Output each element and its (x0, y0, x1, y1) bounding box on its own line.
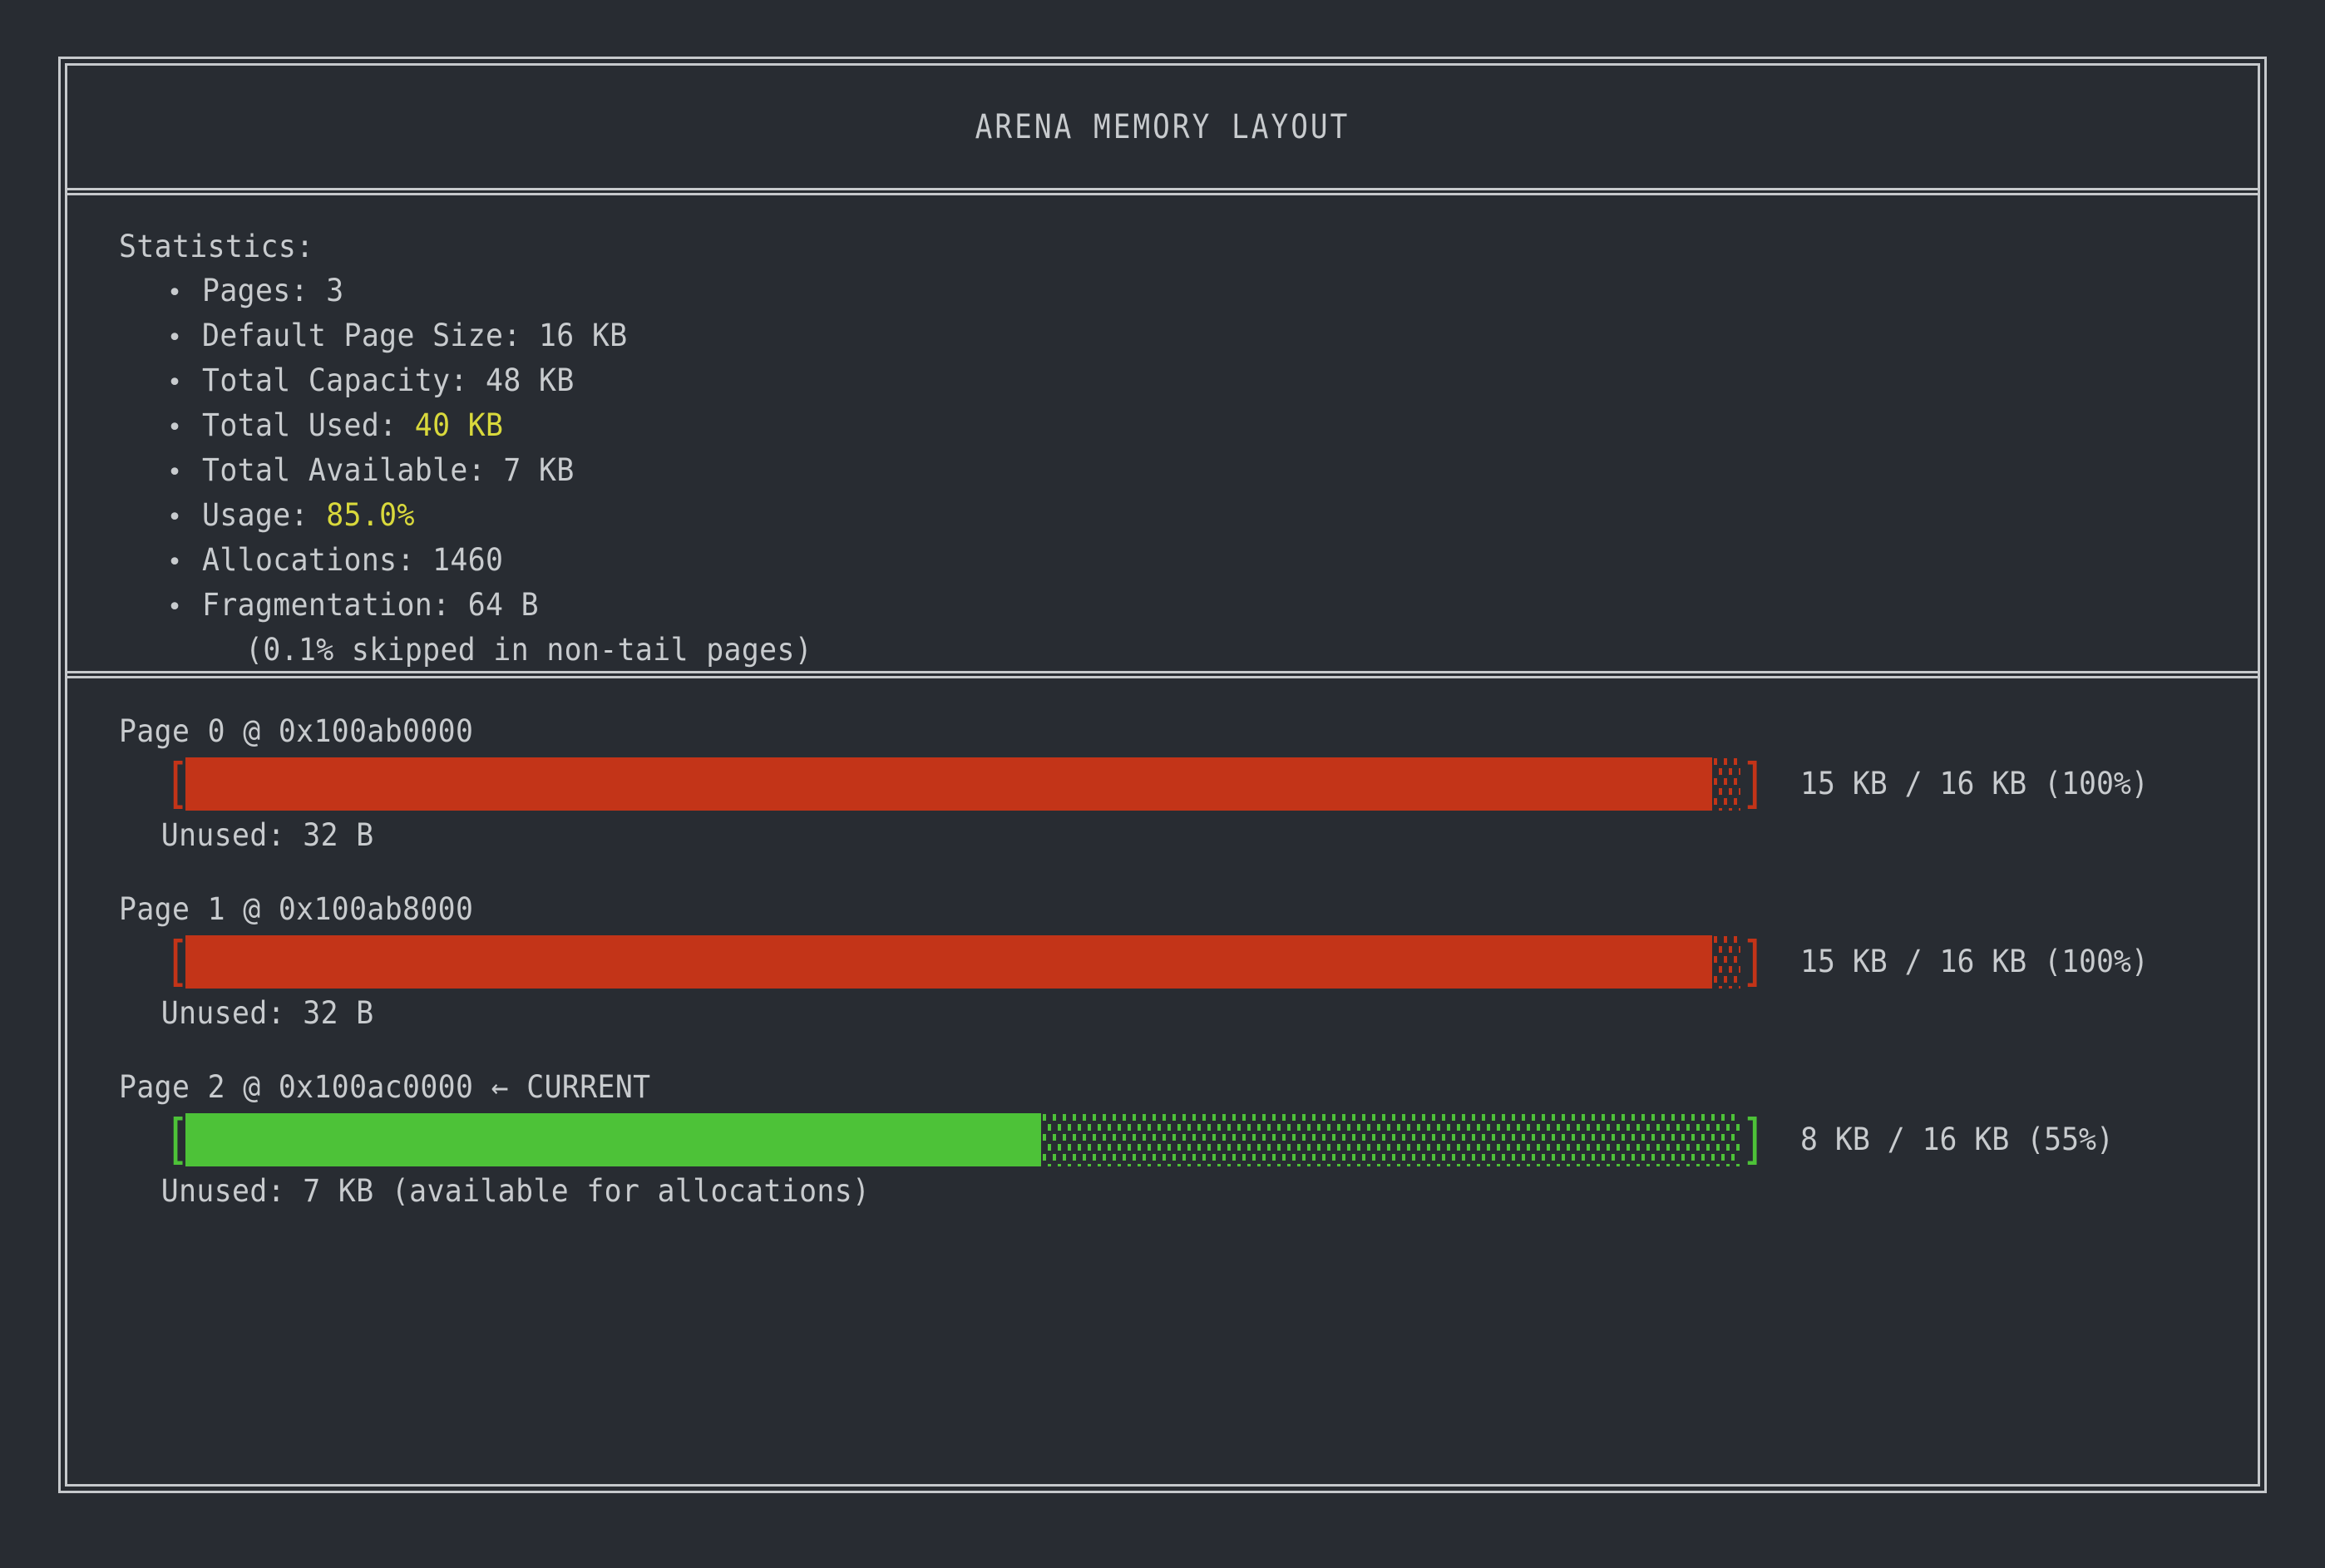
statistic-text: Usage: 85.0% (202, 494, 415, 536)
page-usage-bar (185, 757, 1740, 811)
page-usage-stats: 15 KB / 16 KB (100%) (1800, 944, 2149, 979)
arena-layout-frame: ARENA MEMORY LAYOUT Statistics: • Pages: … (58, 57, 2267, 1493)
page-header: Page 0 @ 0x100ab0000 (119, 713, 474, 749)
statistics-heading: Statistics: (119, 229, 314, 264)
statistic-text: Total Used: 40 KB (202, 404, 503, 446)
page-block: Page 1 @ 0x100ab8000[] 15 KB / 16 KB (100… (119, 888, 2258, 1034)
statistics-list: • Pages: 3 • Default Page Size: 16 KB • Total… (119, 269, 2258, 671)
page-usage-bar (185, 935, 1740, 989)
statistic-value: 85.0% (326, 497, 415, 533)
statistic-text: Default Page Size: 16 KB (202, 314, 628, 357)
page-block: Page 2 @ 0x100ac0000 ← CURRENT[] 8 KB / 1… (119, 1066, 2258, 1212)
title-band: ARENA MEMORY LAYOUT (67, 66, 2258, 195)
bar-close-bracket: ] (1740, 752, 1767, 816)
pages-band: Page 0 @ 0x100ab0000[] 15 KB / 16 KB (100… (67, 673, 2258, 1484)
bullet-icon: • (167, 368, 183, 397)
fragmentation-subnote: (0.1% skipped in non-tail pages) (245, 632, 813, 668)
statistics-band: Statistics: • Pages: 3 • Default Page Size:… (67, 190, 2258, 678)
statistic-value: 40 KB (414, 407, 504, 443)
statistic-value: 16 KB (538, 318, 628, 353)
statistic-text: Allocations: 1460 (202, 539, 503, 581)
page-usage-bar (185, 1113, 1740, 1166)
bullet-icon: • (167, 593, 183, 622)
bar-open-bracket: [ (164, 930, 190, 994)
statistic-label: Allocations: (202, 542, 433, 578)
bullet-icon: • (167, 458, 183, 487)
bar-open-bracket: [ (164, 752, 190, 816)
bar-open-bracket: [ (164, 1108, 190, 1171)
statistic-item: • Default Page Size: 16 KB (167, 314, 2258, 359)
statistic-value: 1460 (432, 542, 504, 578)
page-usage-stats: 15 KB / 16 KB (100%) (1800, 766, 2149, 801)
bullet-icon: • (167, 503, 183, 532)
statistic-value: 3 (326, 273, 344, 308)
bar-close-bracket: ] (1740, 930, 1767, 994)
statistic-label: Total Used: (202, 407, 415, 443)
statistic-item: • Total Available: 7 KB (167, 449, 2258, 494)
bullet-icon: • (167, 413, 183, 442)
bullet-icon: • (167, 548, 183, 577)
statistic-item: • Allocations: 1460 (167, 539, 2258, 584)
page-unused-label: Unused: 7 KB (available for allocations) (160, 1173, 871, 1209)
statistic-label: Pages: (202, 273, 327, 308)
bullet-icon: • (167, 279, 183, 308)
statistic-text: Total Available: 7 KB (202, 449, 575, 491)
page-bar-row: [] 15 KB / 16 KB (100%) (119, 757, 2258, 811)
statistic-label: Fragmentation: (202, 587, 468, 623)
page-unused-label: Unused: 32 B (160, 817, 374, 853)
bar-filled-portion (185, 935, 1713, 989)
statistic-item: • Total Used: 40 KB (167, 404, 2258, 449)
page-bar-row: [] 8 KB / 16 KB (55%) (119, 1108, 2258, 1171)
page-unused-label: Unused: 32 B (160, 995, 374, 1031)
statistic-text: Pages: 3 (202, 269, 344, 312)
bar-close-bracket: ] (1740, 1108, 1767, 1171)
page-block: Page 0 @ 0x100ab0000[] 15 KB / 16 KB (100… (119, 710, 2258, 856)
bullet-icon: • (167, 323, 183, 353)
statistic-text: Fragmentation: 64 B (202, 584, 539, 626)
statistic-label: Total Capacity: (202, 362, 486, 398)
page-header: Page 1 @ 0x100ab8000 (119, 891, 474, 927)
statistic-label: Usage: (202, 497, 327, 533)
statistic-label: Default Page Size: (202, 318, 539, 353)
page-bar-row: [] 15 KB / 16 KB (100%) (119, 935, 2258, 989)
statistic-value: 48 KB (486, 362, 575, 398)
bar-empty-portion (1712, 935, 1740, 989)
page-header: Page 2 @ 0x100ac0000 ← CURRENT (119, 1069, 651, 1105)
bar-empty-portion (1712, 757, 1740, 811)
bar-filled-portion (185, 757, 1713, 811)
statistic-value: 64 B (467, 587, 540, 623)
statistic-item: • Pages: 3 (167, 269, 2258, 314)
page-title: ARENA MEMORY LAYOUT (975, 107, 1350, 146)
statistic-item: • Fragmentation: 64 B (167, 584, 2258, 629)
statistic-text: Total Capacity: 48 KB (202, 359, 575, 402)
statistic-item: • Usage: 85.0% (167, 494, 2258, 539)
statistic-item: • Total Capacity: 48 KB (167, 359, 2258, 404)
page-usage-stats: 8 KB / 16 KB (55%) (1800, 1122, 2114, 1157)
bar-empty-portion (1040, 1113, 1740, 1166)
statistic-value: 7 KB (503, 452, 575, 488)
bar-filled-portion (185, 1113, 1041, 1166)
statistic-label: Total Available: (202, 452, 504, 488)
